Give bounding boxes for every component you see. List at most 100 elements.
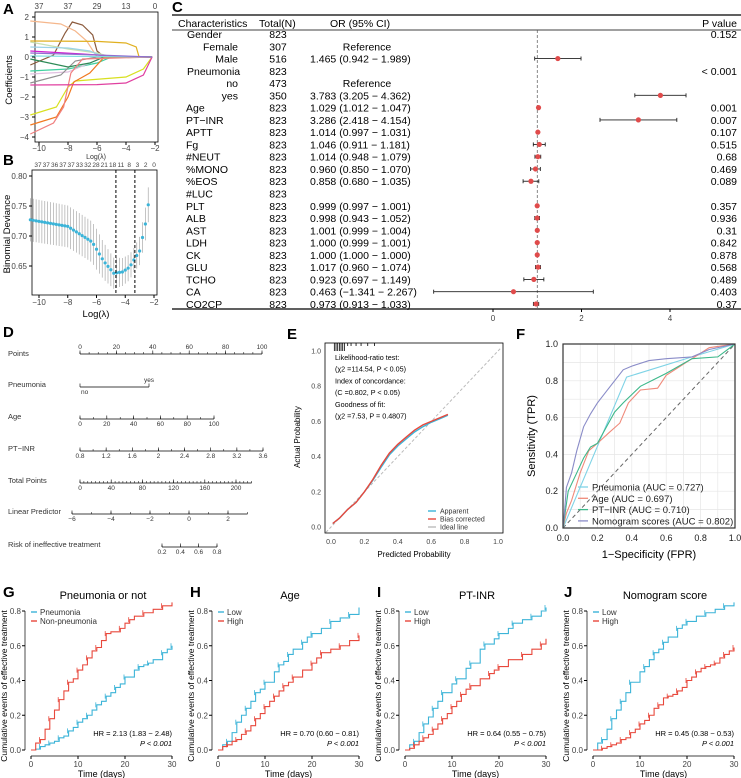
a-coef-path (30, 56, 153, 126)
a-ytick-label: −2 (20, 93, 30, 102)
c-or-point (534, 227, 540, 233)
e-ytick-label: 0.2 (311, 489, 321, 496)
c-or-point (635, 117, 642, 123)
g-ytick-label: 0.4 (10, 677, 22, 686)
b-ytick-label: 0.70 (11, 232, 27, 241)
b-deviance-point (46, 221, 50, 225)
b-deviance-point (138, 249, 142, 253)
c-row-or: Reference (343, 78, 392, 90)
e-ytick-label: 1.0 (311, 349, 321, 356)
b-deviance-point (54, 222, 58, 226)
h-ytick-label: 0.0 (197, 746, 209, 755)
b-deviance-point (57, 223, 61, 227)
b-deviance-point (143, 222, 147, 226)
c-row-label: no (226, 78, 238, 90)
c-row-total: 823 (269, 262, 287, 274)
panel-letter-f: F (516, 326, 525, 343)
b-ytick-label: 0.65 (11, 262, 27, 271)
panel-e-calibration: 0.0 0.0 0.2 0.2 0.4 0.4 0.6 0.6 0.8 0.8 1.0 1.0 Like… (311, 342, 504, 546)
b-deviance-point (103, 261, 107, 265)
c-row-or: 0.998 (0.943 − 1.052) (310, 213, 411, 225)
c-row-total: 823 (269, 176, 287, 188)
e-legend-label: Apparent (440, 509, 468, 516)
f-xtick-label: 1.0 (729, 533, 741, 543)
c-row-p: 0.842 (711, 238, 737, 250)
b-top-label: 37 (43, 162, 51, 169)
g-legend-label: Pneumonia (40, 608, 81, 617)
c-row-or: 1.017 (0.960 − 1.074) (310, 262, 411, 274)
b-deviance-point (129, 263, 133, 267)
j-xtick-label: 20 (683, 760, 692, 769)
c-or-point (534, 215, 540, 221)
c-row-label: #LUC (186, 189, 213, 201)
c-row-label: Male (215, 54, 238, 66)
d-tick-label: 3.6 (258, 453, 267, 460)
b-deviance-point (146, 203, 150, 207)
panel-letter-b: B (3, 152, 14, 169)
f-ytick-label: 0.2 (545, 486, 558, 496)
d-tick-label: 0.8 (212, 549, 221, 556)
c-or-point (532, 166, 539, 172)
c-row-total: 823 (269, 287, 287, 299)
b-deviance-point (43, 220, 47, 224)
c-row-total: 823 (269, 250, 287, 262)
c-row-or: 1.465 (0.942 − 1.989) (310, 54, 411, 66)
d-scale-label: Risk of ineffective treatment (8, 540, 101, 549)
f-xtick-label: 0.8 (694, 533, 707, 543)
panel-letter-i: I (377, 584, 381, 601)
b-deviance-point (89, 239, 93, 243)
a-top-label: 37 (64, 2, 73, 11)
a-ytick-label: −4 (20, 133, 30, 142)
f-ytick-label: 1.0 (545, 339, 558, 349)
d-tick-label: 1.6 (128, 453, 137, 460)
b-deviance-point (63, 224, 67, 228)
c-row-p: 0.568 (711, 262, 737, 274)
a-ytick-label: 0 (25, 53, 30, 62)
a-xtick-label: −4 (121, 144, 131, 153)
e-ytick-label: 0.0 (311, 525, 321, 532)
g-xlabel: Time (days) (78, 769, 125, 778)
h-xlabel: Time (days) (265, 769, 312, 778)
c-row-label: Age (186, 103, 205, 115)
c-row-or: 0.999 (0.997 − 1.001) (310, 201, 411, 213)
e-xtick-label: 0.6 (426, 539, 436, 546)
panel-a-lasso-paths: −10 −8 −6 −4 −2 2 1 0 −1 −2 −3 −4 37 37 29 13 0 (20, 2, 160, 153)
d-tick-label: 200 (231, 485, 242, 492)
a-coef-path (30, 56, 153, 86)
a-ylabel: Coefficients (4, 55, 15, 105)
c-row-p: 0.515 (711, 139, 737, 151)
c-row-total: 823 (269, 127, 287, 139)
j-legend-label: High (602, 617, 618, 626)
c-row-or: 1.014 (0.997 − 1.031) (310, 127, 411, 139)
g-title: Pneumonia or not (60, 590, 147, 602)
d-tick-label: 2.8 (206, 453, 215, 460)
h-hr-text: HR = 0.70 (0.60 − 0.81) (280, 729, 359, 738)
c-row-p: 0.936 (711, 213, 737, 225)
b-deviance-point (140, 235, 145, 240)
c-row-or: 3.783 (3.205 − 4.362) (310, 90, 411, 102)
b-deviance-point (77, 232, 81, 236)
g-legend-label: Non-pneumonia (40, 617, 97, 626)
d-tick-label: 3.2 (232, 453, 241, 460)
c-row-total: 473 (269, 78, 287, 90)
b-deviance-point (69, 226, 73, 230)
b-deviance-point (51, 222, 55, 226)
h-xtick-label: 10 (261, 760, 270, 769)
g-ytick-label: 0.8 (10, 607, 22, 616)
j-ytick-label: 0.6 (572, 642, 584, 651)
d-scale-label: Linear Predictor (8, 507, 61, 516)
i-xtick-label: 20 (495, 760, 504, 769)
c-or-point (535, 154, 541, 160)
f-legend-label: Nomogram scores (AUC = 0.802) (592, 516, 733, 527)
h-xtick-label: 0 (216, 760, 221, 769)
d-tick-label: 100 (209, 421, 220, 428)
c-row-or: 0.923 (0.697 − 1.149) (310, 274, 411, 286)
c-row-total: 823 (269, 189, 287, 201)
d-tick-label: 20 (103, 421, 111, 428)
c-or-point (531, 276, 537, 282)
e-xtick-label: 0.2 (360, 539, 370, 546)
f-xlabel: 1−Specificity (FPR) (602, 549, 696, 561)
a-top-label: 0 (153, 2, 158, 11)
c-header-characteristics: Characteristics (178, 18, 247, 30)
b-deviance-point (71, 228, 76, 232)
